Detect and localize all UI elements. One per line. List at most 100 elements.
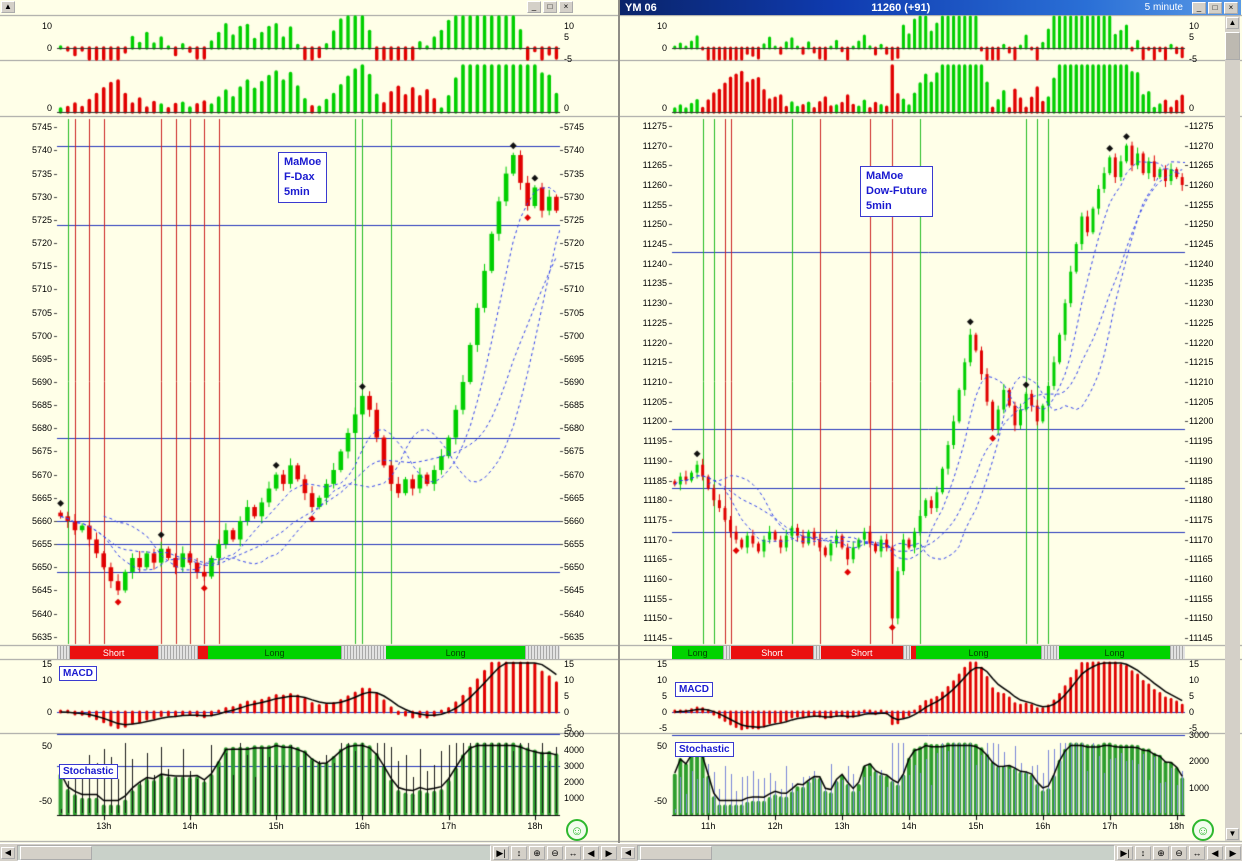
macd-label: MACD [59, 666, 97, 681]
price-axis-label: 5670 [31, 469, 52, 480]
indicator-axis-label: 0 [1189, 103, 1195, 113]
fdax-chart-canvas[interactable] [0, 0, 618, 843]
volume-axis-label: 2000 [564, 777, 585, 787]
vertical-scrollbar[interactable]: ▲ ▼ [1225, 16, 1240, 841]
scroll-left-button[interactable]: ◀ [1, 847, 15, 859]
macd-axis-label: 5 [564, 691, 570, 701]
scrollbar-thumb[interactable] [20, 846, 92, 860]
price-axis-label: 5700 [564, 330, 585, 341]
indicator-axis-label: 0 [46, 103, 52, 113]
volume-axis-label: 5000 [564, 729, 585, 739]
scroll-right-icon[interactable]: ▶ [601, 846, 617, 860]
signal-label: Long [445, 647, 466, 658]
ym06-titlebar[interactable]: YM 06 11260 (+91) 5 minute _ □ × [620, 0, 1241, 15]
close-button[interactable]: × [559, 1, 573, 13]
horizontal-scrollbar[interactable] [17, 845, 491, 861]
signal-segment-flat [813, 646, 821, 659]
zoom-out-icon[interactable]: ⊖ [1171, 846, 1187, 860]
pan-icon[interactable]: ↔ [565, 846, 581, 860]
price-axis-label: 5730 [31, 191, 52, 202]
macd-axis-label: 5 [661, 691, 667, 701]
price-axis-label: 11265 [642, 160, 667, 171]
smiley-button[interactable]: ☺ [1192, 819, 1214, 841]
macd-axis-label: 0 [661, 707, 667, 717]
price-axis-label: 11145 [643, 633, 667, 644]
price-axis-label: 5715 [31, 261, 52, 272]
price-axis-label: 5685 [31, 400, 52, 411]
price-axis-label: 11225 [642, 317, 667, 328]
scroll-left-icon[interactable]: ◀ [583, 846, 599, 860]
macd-axis-label: 10 [1189, 675, 1200, 685]
scroll-right-icon[interactable]: ▶ [1225, 846, 1241, 860]
zoom-in-icon[interactable]: ⊕ [529, 846, 545, 860]
minimize-button[interactable]: _ [527, 1, 541, 13]
price-axis-label: 5675 [564, 446, 585, 457]
scroll-up-button[interactable]: ▲ [1, 1, 15, 13]
minimize-button[interactable]: _ [1192, 1, 1206, 14]
maximize-button[interactable]: □ [1208, 1, 1222, 14]
ym06-chart-canvas[interactable] [620, 0, 1242, 843]
signal-segment-flat [157, 646, 198, 659]
price-axis-label: 5710 [31, 284, 52, 295]
signal-segment-long: Long [672, 646, 724, 659]
price-axis-label: 11195 [643, 436, 667, 447]
price-axis-label: 11165 [643, 554, 667, 565]
volume-axis-label: 3000 [1189, 730, 1210, 741]
price-axis-label: 5670 [564, 469, 585, 480]
price-axis-label: 5665 [31, 492, 52, 503]
signal-label: Long [1104, 647, 1125, 658]
chart-window-ym06: YM 06 11260 (+91) 5 minute _ □ × ▲ ▼ MaM… [620, 0, 1242, 843]
price-axis-label: 5680 [564, 423, 585, 434]
price-axis-label: 11240 [1189, 258, 1214, 269]
signal-segment-flat [524, 646, 560, 659]
macd-axis-label: 15 [656, 659, 667, 669]
zoom-in-icon[interactable]: ⊕ [1153, 846, 1169, 860]
chart-window-fdax: ▲ _ □ × MaMoe F-Dax 5min MACD Stochastic… [0, 0, 618, 843]
zoom-out-icon[interactable]: ⊖ [547, 846, 563, 860]
instrument-name: Dow-Future [866, 185, 928, 197]
signal-segment-flat [341, 646, 387, 659]
instrument-label-box: MaMoe F-Dax 5min [278, 152, 328, 203]
scroll-down-button[interactable]: ▼ [1226, 828, 1239, 840]
scroll-left-button[interactable]: ◀ [621, 847, 635, 859]
price-axis-label: 5660 [31, 515, 52, 526]
fdax-titlebar: ▲ _ □ × [0, 0, 617, 14]
volume-axis-label: 4000 [564, 745, 585, 755]
price-axis-label: 5720 [31, 238, 52, 249]
price-axis-label: 5725 [31, 214, 52, 225]
stochastic-label: Stochastic [59, 764, 118, 779]
smiley-button[interactable]: ☺ [566, 819, 588, 841]
bottom-scrollbar-bar: ◀ ▶| ↕ ⊕ ⊖ ↔ ◀ ▶ ◀ ▶| ↕ ⊕ ⊖ ↔ ◀ ▶ [0, 843, 1242, 861]
price-axis-label: 5645 [31, 585, 52, 596]
scroll-left-icon[interactable]: ◀ [1207, 846, 1223, 860]
signal-label: Long [687, 647, 708, 658]
horizontal-scrollbar[interactable] [637, 845, 1115, 861]
scroll-up-button[interactable]: ▲ [1226, 17, 1239, 29]
time-axis-label: 17h [441, 821, 457, 831]
window-title: YM 06 [625, 1, 657, 14]
close-button[interactable]: × [1224, 1, 1238, 14]
strategy-name: MaMoe [284, 156, 322, 168]
price-axis-label: 11190 [1189, 455, 1213, 466]
time-axis-label: 17h [1102, 821, 1118, 831]
price-axis-label: 11260 [1189, 179, 1214, 190]
indicator-axis-label: -5 [1189, 54, 1198, 64]
fit-vertical-icon[interactable]: ↕ [1135, 846, 1151, 860]
step-end-icon[interactable]: ▶| [1117, 846, 1133, 860]
time-axis-label: 14h [901, 821, 917, 831]
maximize-button[interactable]: □ [543, 1, 557, 13]
scrollbar-thumb[interactable] [1225, 32, 1240, 60]
time-axis-label: 13h [96, 821, 112, 831]
fit-vertical-icon[interactable]: ↕ [511, 846, 527, 860]
time-axis-label: 15h [968, 821, 984, 831]
timeframe-label: 5 minute [1144, 2, 1183, 13]
signal-segment-flat [902, 646, 911, 659]
pan-icon[interactable]: ↔ [1189, 846, 1205, 860]
step-end-icon[interactable]: ▶| [493, 846, 509, 860]
scrollbar-thumb[interactable] [640, 846, 712, 860]
volume-axis-label: 3000 [564, 761, 585, 771]
macd-axis-label: -5 [658, 723, 667, 733]
price-axis-label: 5640 [564, 608, 585, 619]
price-axis-label: 11255 [1189, 199, 1214, 210]
price-axis-label: 11225 [1189, 317, 1214, 328]
